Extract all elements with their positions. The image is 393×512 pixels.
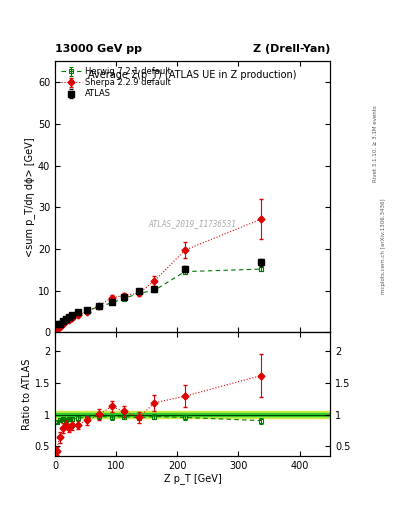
Text: 13000 GeV pp: 13000 GeV pp	[55, 44, 142, 54]
Y-axis label: <sum p_T/dη dϕ> [GeV]: <sum p_T/dη dϕ> [GeV]	[24, 137, 35, 257]
X-axis label: Z p_T [GeV]: Z p_T [GeV]	[164, 473, 221, 484]
Text: Z (Drell-Yan): Z (Drell-Yan)	[253, 44, 330, 54]
Text: Rivet 3.1.10, ≥ 3.1M events: Rivet 3.1.10, ≥ 3.1M events	[373, 105, 378, 182]
Bar	[55, 412, 330, 418]
Text: mcplots.cern.ch [arXiv:1306.3436]: mcplots.cern.ch [arXiv:1306.3436]	[381, 198, 386, 293]
Text: Average Σ(p_T) (ATLAS UE in Z production): Average Σ(p_T) (ATLAS UE in Z production…	[88, 70, 297, 80]
Legend: Herwig 7.2.1 default, Sherpa 2.2.9 default, ATLAS: Herwig 7.2.1 default, Sherpa 2.2.9 defau…	[59, 66, 173, 100]
Bar	[55, 413, 330, 416]
Y-axis label: Ratio to ATLAS: Ratio to ATLAS	[22, 358, 32, 430]
Text: ATLAS_2019_I1736531: ATLAS_2019_I1736531	[149, 220, 237, 228]
